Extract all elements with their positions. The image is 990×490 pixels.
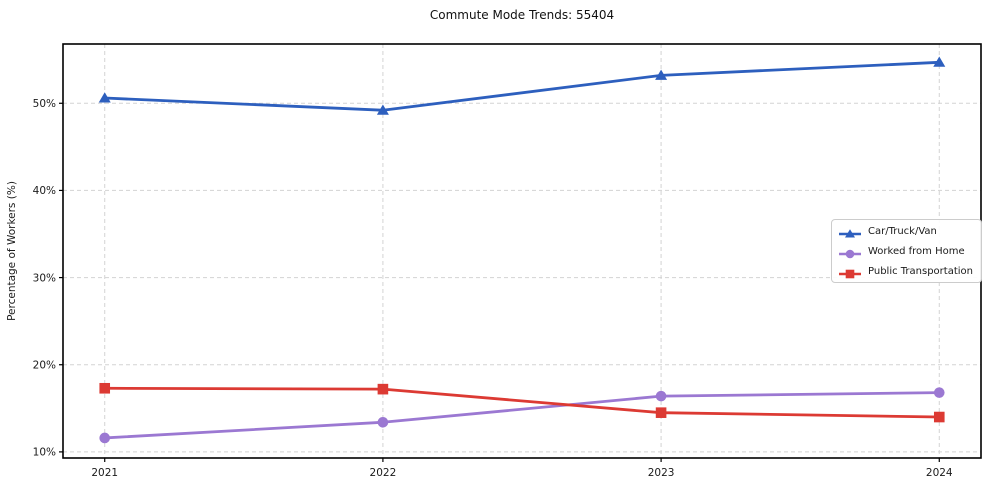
square-marker-icon	[933, 411, 945, 423]
circle-marker-icon	[655, 390, 667, 402]
square-marker-icon	[655, 407, 667, 418]
circle-marker-icon	[933, 387, 945, 398]
triangle-marker-icon	[845, 229, 855, 238]
triangle-marker-icon	[376, 104, 389, 115]
legend-circle-sample-icon	[838, 245, 862, 259]
y-tick-label: 40%	[33, 185, 56, 197]
triangle-marker-icon	[98, 92, 111, 103]
circle-marker-icon	[377, 416, 389, 428]
x-tick-label: 2022	[370, 467, 397, 479]
legend: Car/Truck/Van Worked from Home Public Tran…	[831, 219, 982, 283]
legend-item: Public Transportation	[838, 261, 973, 281]
legend-label: Car/Truck/Van	[868, 225, 937, 237]
square-marker-icon	[377, 383, 389, 395]
legend-triangle-up-sample-icon	[838, 225, 862, 238]
square-marker-icon	[845, 269, 855, 279]
legend-square-sample-icon	[838, 265, 862, 279]
triangle-marker-icon	[655, 69, 668, 80]
legend-item: Car/Truck/Van	[838, 221, 973, 241]
legend-item: Worked from Home	[838, 241, 973, 261]
legend-label: Public Transportation	[868, 265, 973, 277]
y-tick-label: 20%	[33, 359, 56, 371]
series-line-worked-from-home	[103, 391, 941, 440]
circle-marker-icon	[845, 249, 855, 259]
circle-marker-icon	[99, 432, 111, 444]
x-tick-label: 2021	[91, 467, 118, 479]
x-tick-label: 2023	[648, 467, 675, 479]
y-tick-label: 50%	[33, 98, 56, 110]
series-line-car-truck-van	[103, 60, 941, 112]
y-tick-label: 30%	[33, 272, 56, 284]
triangle-marker-icon	[933, 56, 946, 67]
square-marker-icon	[99, 382, 111, 394]
chart-title: Commute Mode Trends: 55404	[429, 8, 615, 22]
series-line-public-transportation	[103, 386, 941, 419]
x-tick-label: 2024	[926, 467, 953, 479]
legend-label: Worked from Home	[868, 245, 965, 257]
y-tick-label: 10%	[33, 447, 56, 459]
